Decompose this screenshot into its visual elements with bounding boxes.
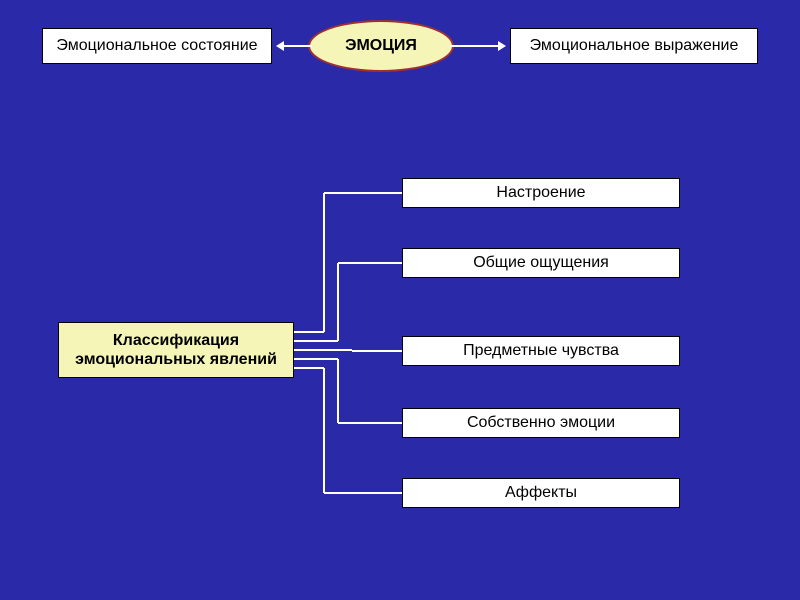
- box-label: Классификация эмоциональных явлений: [65, 331, 287, 369]
- box-label: Эмоциональное состояние: [56, 36, 257, 55]
- box-emotional-state: Эмоциональное состояние: [42, 28, 272, 64]
- box-class-item: Аффекты: [402, 478, 680, 508]
- box-class-item: Собственно эмоции: [402, 408, 680, 438]
- box-label: Аффекты: [505, 483, 577, 502]
- box-class-item: Настроение: [402, 178, 680, 208]
- connector-overlay: [0, 0, 800, 600]
- ellipse-label: ЭМОЦИЯ: [345, 37, 417, 55]
- box-class-item: Общие ощущения: [402, 248, 680, 278]
- box-label: Собственно эмоции: [467, 413, 615, 432]
- box-label: Настроение: [496, 183, 585, 202]
- box-class-item: Предметные чувства: [402, 336, 680, 366]
- ellipse-emotion: ЭМОЦИЯ: [308, 20, 454, 72]
- diagram-stage: Эмоциональное состояние ЭМОЦИЯ Эмоционал…: [0, 0, 800, 600]
- box-label: Предметные чувства: [463, 341, 619, 360]
- box-label: Эмоциональное выражение: [530, 36, 739, 55]
- box-classification-root: Классификация эмоциональных явлений: [58, 322, 294, 378]
- box-emotional-expression: Эмоциональное выражение: [510, 28, 758, 64]
- box-label: Общие ощущения: [473, 253, 609, 272]
